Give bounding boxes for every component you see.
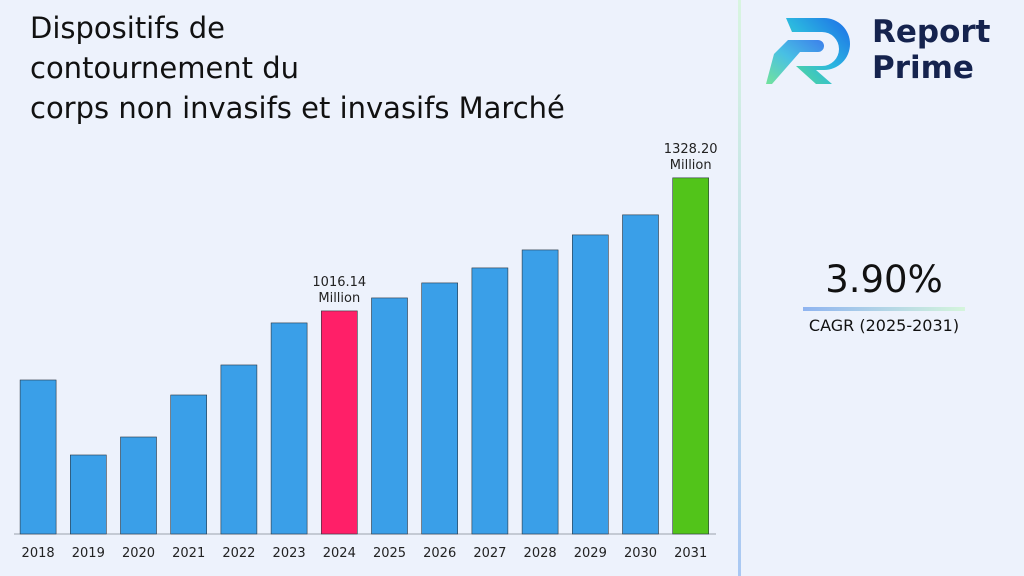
x-tick-label: 2026	[423, 546, 456, 561]
x-tick-label: 2027	[473, 546, 506, 561]
title-line: Dispositifs de	[30, 11, 226, 45]
divider	[738, 0, 741, 576]
title-line: corps non invasifs et invasifs Marché	[30, 91, 565, 125]
bar	[421, 282, 459, 535]
logo-text: Report Prime	[872, 14, 991, 86]
cagr-value: 3.90%	[825, 258, 943, 301]
bar	[371, 297, 408, 535]
bar	[220, 364, 258, 535]
x-tick-label: 2028	[524, 546, 557, 561]
x-tick-label: 2022	[222, 546, 255, 561]
x-tick-label: 2029	[574, 546, 607, 561]
x-tick-label: 2025	[373, 546, 406, 561]
bar	[320, 310, 358, 535]
x-tick-label: 2021	[172, 546, 205, 561]
bar	[571, 234, 609, 535]
bar	[70, 454, 107, 535]
value-label: 1016.14 Million	[312, 274, 367, 306]
bar	[521, 249, 559, 535]
x-tick-label: 2019	[72, 546, 105, 561]
bar	[672, 177, 710, 535]
logo-line: Prime	[872, 50, 974, 86]
bar	[19, 379, 57, 535]
x-tick-label: 2031	[674, 546, 707, 561]
chart: 2018 2019 2020 2021 2022 2023 2024 2025 2026 2027…	[14, 177, 716, 561]
cagr-label: CAGR (2025-2031)	[808, 316, 960, 335]
x-tick-label: 2023	[273, 546, 306, 561]
title-line: contournement du	[30, 51, 300, 85]
x-tick-label: 2018	[22, 546, 55, 561]
value-label: 1328.20 Million	[663, 141, 718, 173]
bar	[471, 267, 509, 535]
bar	[622, 214, 659, 535]
x-tick-label: 2024	[323, 546, 356, 561]
logo-line: Report	[872, 14, 991, 50]
cagr-underline	[803, 307, 965, 311]
bar	[120, 436, 157, 535]
x-tick-label: 2030	[624, 546, 657, 561]
bar	[170, 394, 207, 535]
x-tick-label: 2020	[122, 546, 155, 561]
bar	[270, 322, 308, 535]
chart-title: Dispositifs de contournement du corps non …	[30, 8, 565, 128]
logo-icon	[766, 18, 850, 84]
